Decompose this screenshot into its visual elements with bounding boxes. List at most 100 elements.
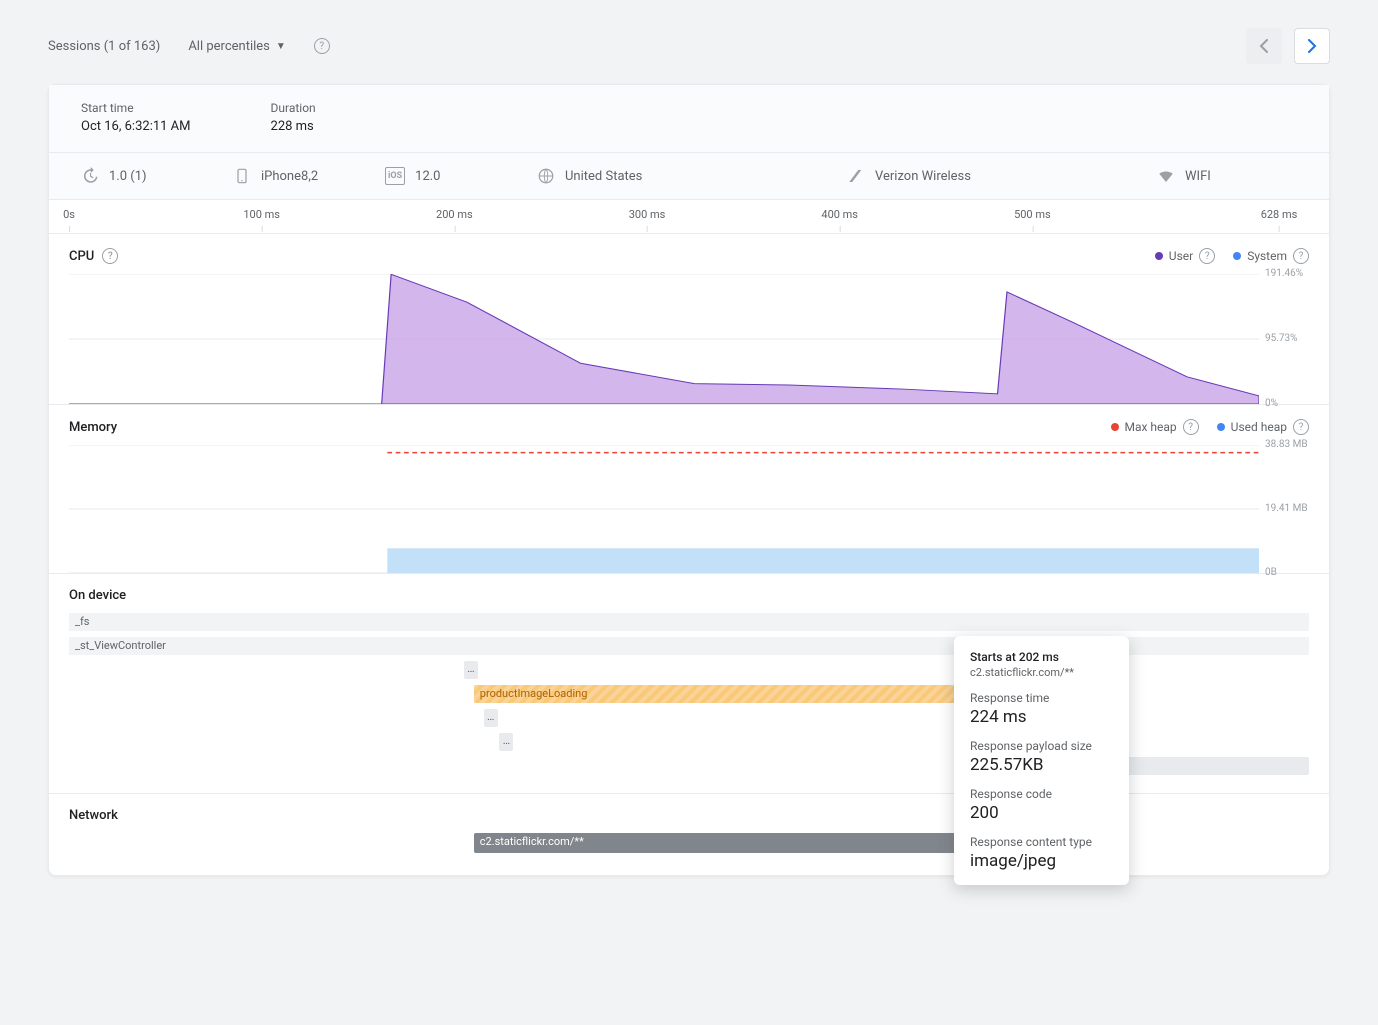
sessions-counter: Sessions (1 of 163) xyxy=(48,39,160,54)
cpu-legend: User ? System ? xyxy=(1155,248,1309,264)
help-icon[interactable]: ? xyxy=(1293,248,1309,264)
user-dot-icon xyxy=(1155,252,1163,260)
memory-legend-used: Used heap ? xyxy=(1217,419,1309,435)
tooltip-starts-at: Starts at 202 ms xyxy=(970,650,1113,664)
next-session-button[interactable] xyxy=(1294,28,1330,64)
axis-tick: 300 ms xyxy=(629,208,666,221)
percentiles-dropdown[interactable]: All percentiles ▼ xyxy=(188,39,285,54)
trace-row-label: _st_ViewController xyxy=(75,639,166,652)
tooltip-payload-label: Response payload size xyxy=(970,739,1113,753)
start-time-label: Start time xyxy=(81,101,191,115)
axis-tick: 628 ms xyxy=(1261,208,1298,221)
y-axis-label: 19.41 MB xyxy=(1265,503,1308,515)
help-icon[interactable]: ? xyxy=(1199,248,1215,264)
device-carrier-value: Verizon Wireless xyxy=(875,169,971,184)
trace-bar-collapsed[interactable]: … xyxy=(484,709,498,727)
max-heap-dot-icon xyxy=(1111,423,1119,431)
cpu-legend-system: System ? xyxy=(1233,248,1309,264)
help-icon[interactable]: ? xyxy=(1293,419,1309,435)
signal-icon xyxy=(847,167,865,185)
meta-start-time: Start time Oct 16, 6:32:11 AM xyxy=(81,101,191,134)
cpu-title-text: CPU xyxy=(69,249,94,264)
memory-legend-used-label: Used heap xyxy=(1231,420,1287,434)
top-bar: Sessions (1 of 163) All percentiles ▼ ? xyxy=(48,28,1330,64)
trace-bar-collapsed[interactable]: … xyxy=(464,661,478,679)
meta-duration: Duration 228 ms xyxy=(271,101,316,134)
network-title-text: Network xyxy=(69,808,118,823)
device-network-value: WIFI xyxy=(1185,169,1211,184)
network-tooltip: Starts at 202 ms c2.staticflickr.com/** … xyxy=(954,636,1129,885)
on-device-title-text: On device xyxy=(69,588,126,603)
on-device-panel: On device _fs _st_ViewController … productI… xyxy=(49,574,1329,794)
memory-legend: Max heap ? Used heap ? xyxy=(1111,419,1310,435)
used-heap-dot-icon xyxy=(1217,423,1225,431)
device-os-cell: iOS 12.0 xyxy=(385,167,525,185)
memory-y-labels: 38.83 MB19.41 MB0B xyxy=(1261,445,1309,573)
cpu-legend-user: User ? xyxy=(1155,248,1215,264)
help-icon[interactable]: ? xyxy=(102,248,118,264)
trace-bar-custom[interactable]: productImageLoading xyxy=(474,685,1007,703)
device-carrier-cell: Verizon Wireless xyxy=(847,167,1145,185)
memory-title-text: Memory xyxy=(69,420,117,435)
axis-tick: 200 ms xyxy=(436,208,473,221)
tooltip-content-type-label: Response content type xyxy=(970,835,1113,849)
cpu-title: CPU ? xyxy=(69,248,118,264)
duration-label: Duration xyxy=(271,101,316,115)
y-axis-label: 38.83 MB xyxy=(1265,439,1308,451)
tooltip-url: c2.staticflickr.com/** xyxy=(970,666,1113,679)
cpu-panel: CPU ? User ? System ? 191.46%95.73%0% xyxy=(49,234,1329,405)
trace-row[interactable]: _fs xyxy=(69,613,1309,631)
axis-tick: 100 ms xyxy=(243,208,280,221)
session-card: Start time Oct 16, 6:32:11 AM Duration 2… xyxy=(48,84,1330,876)
globe-icon xyxy=(537,167,555,185)
device-country-value: United States xyxy=(565,169,642,184)
network-panel: Network c2.staticflickr.com/** xyxy=(49,794,1329,875)
tooltip-content-type-value: image/jpeg xyxy=(970,851,1113,871)
memory-chart: 38.83 MB19.41 MB0B xyxy=(69,445,1259,573)
y-axis-label: 191.46% xyxy=(1265,268,1303,280)
timeline-axis: 0s 100 ms 200 ms 300 ms 400 ms 500 ms 628 ms xyxy=(49,200,1329,234)
chevron-down-icon: ▼ xyxy=(276,41,286,52)
memory-legend-max: Max heap ? xyxy=(1111,419,1199,435)
wifi-icon xyxy=(1157,167,1175,185)
nav-buttons xyxy=(1246,28,1330,64)
meta-row: Start time Oct 16, 6:32:11 AM Duration 2… xyxy=(49,85,1329,153)
tooltip-payload-value: 225.57KB xyxy=(970,755,1113,775)
tooltip-response-time-label: Response time xyxy=(970,691,1113,705)
axis-tick: 0s xyxy=(63,208,75,221)
memory-panel: Memory Max heap ? Used heap ? 38.83 MB19… xyxy=(49,405,1329,574)
tooltip-code-value: 200 xyxy=(970,803,1113,823)
history-icon xyxy=(81,167,99,185)
start-time-value: Oct 16, 6:32:11 AM xyxy=(81,119,191,134)
device-country-cell: United States xyxy=(537,167,835,185)
help-icon[interactable]: ? xyxy=(314,38,330,54)
memory-legend-max-label: Max heap xyxy=(1125,420,1177,434)
cpu-chart: 191.46%95.73%0% xyxy=(69,274,1259,404)
chevron-left-icon xyxy=(1259,39,1269,53)
cpu-y-labels: 191.46%95.73%0% xyxy=(1261,274,1309,404)
tooltip-response-time-value: 224 ms xyxy=(970,707,1113,727)
on-device-title: On device xyxy=(69,588,1309,603)
device-network-cell: WIFI xyxy=(1157,167,1297,185)
cpu-legend-system-label: System xyxy=(1247,249,1287,263)
cpu-legend-user-label: User xyxy=(1169,249,1193,263)
trace-bar-collapsed[interactable]: … xyxy=(499,733,513,751)
system-dot-icon xyxy=(1233,252,1241,260)
ios-icon: iOS xyxy=(385,167,405,185)
percentiles-label: All percentiles xyxy=(188,39,270,54)
memory-title: Memory xyxy=(69,420,117,435)
device-version-value: 1.0 (1) xyxy=(109,169,147,184)
axis-tick: 400 ms xyxy=(821,208,858,221)
tooltip-code-label: Response code xyxy=(970,787,1113,801)
device-row: 1.0 (1) iPhone8,2 iOS 12.0 United States… xyxy=(49,153,1329,200)
device-os-value: 12.0 xyxy=(415,169,440,184)
trace-row-label: _fs xyxy=(75,615,89,628)
axis-tick: 500 ms xyxy=(1014,208,1051,221)
duration-value: 228 ms xyxy=(271,119,316,134)
device-version: 1.0 (1) xyxy=(81,167,221,185)
y-axis-label: 95.73% xyxy=(1265,333,1297,345)
prev-session-button[interactable] xyxy=(1246,28,1282,64)
device-model-cell: iPhone8,2 xyxy=(233,167,373,185)
network-request-bar[interactable]: c2.staticflickr.com/** xyxy=(474,833,1007,853)
help-icon[interactable]: ? xyxy=(1183,419,1199,435)
